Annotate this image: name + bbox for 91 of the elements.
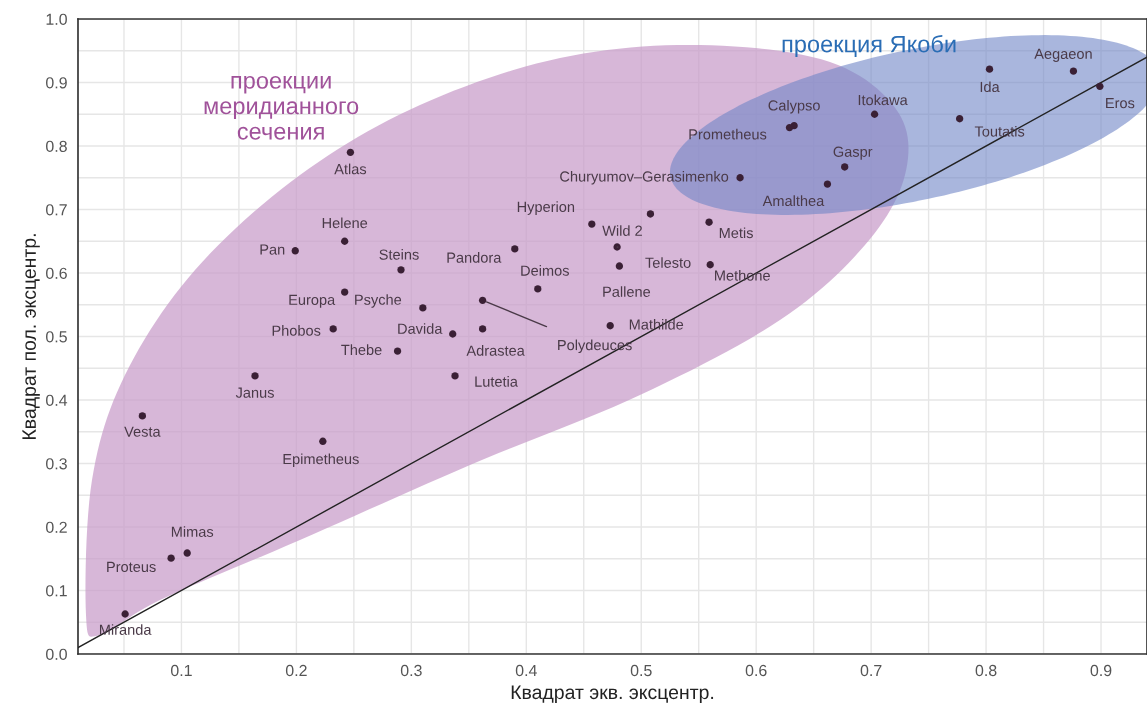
y-tick-label: 0.5 bbox=[46, 331, 67, 343]
point bbox=[841, 163, 849, 171]
point bbox=[341, 288, 349, 296]
x-tick-label: 0.3 bbox=[400, 664, 422, 677]
y-tick-label: 0.1 bbox=[46, 585, 67, 597]
y-tick-label: 0.2 bbox=[46, 521, 67, 533]
point bbox=[397, 266, 405, 274]
y-tick-label: 0.7 bbox=[46, 204, 67, 216]
data-label: Wild 2 bbox=[602, 225, 642, 236]
x-tick-label: 0.1 bbox=[170, 664, 192, 677]
point bbox=[319, 437, 327, 445]
annotation: проекции меридианного сечения bbox=[204, 75, 359, 140]
data-label: Mimas bbox=[171, 526, 214, 537]
point bbox=[706, 261, 714, 269]
data-label: Hyperion bbox=[517, 201, 575, 215]
point bbox=[823, 180, 832, 188]
data-label: Eros bbox=[1106, 98, 1135, 109]
data-label: Epimetheus bbox=[283, 453, 359, 468]
x-tick-label: 0.9 bbox=[1090, 664, 1112, 677]
data-label: Steins bbox=[379, 249, 419, 260]
data-label: Davida bbox=[398, 323, 443, 334]
annotation: проекция Якоби bbox=[782, 34, 956, 58]
point bbox=[606, 322, 614, 330]
point bbox=[955, 115, 964, 123]
data-label: Proteus bbox=[107, 561, 156, 573]
point bbox=[736, 174, 744, 182]
point bbox=[1069, 67, 1078, 75]
data-label: Janus bbox=[235, 387, 274, 398]
point bbox=[534, 285, 542, 293]
data-label: Pan bbox=[260, 244, 285, 255]
data-label: Phobos bbox=[272, 325, 321, 336]
point bbox=[393, 347, 402, 355]
x-tick-label: 0.4 bbox=[515, 664, 537, 677]
data-label: Vesta bbox=[124, 426, 161, 437]
data-label: Europa bbox=[289, 294, 336, 308]
data-label: Psyche bbox=[355, 294, 402, 308]
point bbox=[183, 549, 191, 557]
y-tick-label: 0.0 bbox=[46, 648, 67, 660]
x-tick-label: 0.5 bbox=[630, 664, 652, 677]
point bbox=[121, 610, 129, 618]
point bbox=[588, 220, 596, 228]
y-tick-label: 0.9 bbox=[46, 77, 67, 89]
y-tick-label: 0.3 bbox=[46, 458, 67, 470]
point bbox=[419, 304, 427, 312]
data-label: Deimos bbox=[521, 265, 569, 276]
x-tick-label: 0.8 bbox=[975, 664, 997, 677]
point bbox=[291, 247, 299, 255]
data-label: Helene bbox=[322, 217, 368, 229]
point bbox=[346, 148, 355, 157]
data-label: Pandora bbox=[447, 252, 502, 263]
point bbox=[478, 325, 487, 333]
point bbox=[615, 262, 624, 270]
point bbox=[478, 296, 487, 304]
point bbox=[167, 554, 175, 562]
y-axis-title: Квадрат пол. эксцентр. bbox=[22, 234, 40, 439]
data-label: Atlas bbox=[334, 163, 367, 175]
data-label: Telesto bbox=[645, 257, 691, 268]
y-tick-label: 1.0 bbox=[46, 13, 67, 25]
data-label: Churyumov–Gerasimenko bbox=[560, 170, 729, 185]
x-axis-title: Квадрат экв. эксцентр. bbox=[511, 685, 714, 703]
data-label: Thebe bbox=[341, 344, 382, 356]
point bbox=[1096, 82, 1104, 90]
data-label: Ida bbox=[980, 81, 1000, 93]
x-tick-label: 0.7 bbox=[860, 664, 882, 677]
y-tick-label: 0.4 bbox=[46, 394, 68, 406]
data-label: Adrastea bbox=[466, 345, 525, 356]
point bbox=[451, 372, 459, 380]
data-label: Prometheus bbox=[689, 128, 767, 140]
point bbox=[329, 325, 337, 333]
data-label: Metis bbox=[719, 227, 753, 239]
data-label: Lutetia bbox=[475, 376, 518, 387]
point bbox=[251, 372, 259, 380]
point bbox=[705, 218, 713, 226]
data-label: Gaspr bbox=[833, 146, 873, 160]
point bbox=[449, 330, 457, 338]
point bbox=[646, 210, 655, 218]
y-tick-label: 0.6 bbox=[46, 267, 67, 279]
point bbox=[511, 245, 519, 253]
x-tick-label: 0.6 bbox=[745, 664, 767, 677]
point bbox=[341, 237, 349, 245]
point bbox=[870, 110, 879, 118]
point bbox=[985, 65, 994, 73]
data-label: Aegaeon bbox=[1034, 48, 1092, 62]
data-label: Itokawa bbox=[858, 94, 908, 106]
x-tick-label: 0.2 bbox=[285, 664, 307, 677]
data-label: Pallene bbox=[603, 286, 651, 297]
point bbox=[138, 412, 147, 420]
data-label: Amalthea bbox=[762, 195, 825, 207]
point bbox=[785, 123, 794, 132]
data-label: Calypso bbox=[768, 99, 820, 114]
y-tick-label: 0.8 bbox=[46, 140, 67, 152]
